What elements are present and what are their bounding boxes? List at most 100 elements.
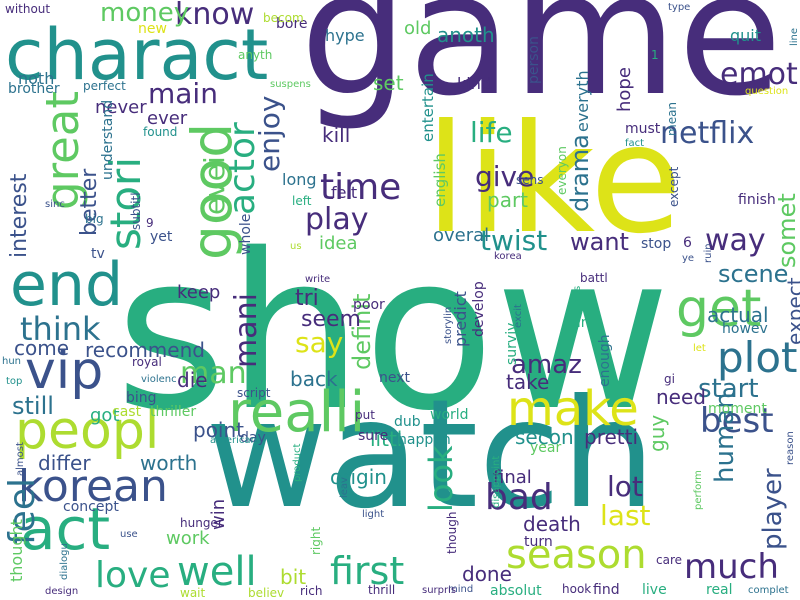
word-stop: stop	[641, 236, 672, 252]
word-disappoint: disappoint	[491, 455, 502, 508]
word-felt: felt	[331, 183, 358, 202]
word-love: love	[95, 555, 171, 596]
word-royal: royal	[132, 355, 162, 369]
word-enjoy: enjoy	[253, 95, 286, 172]
word-play: play	[305, 202, 369, 237]
word-littl: littl	[370, 427, 403, 451]
word-believ: believ	[248, 586, 285, 600]
word-right: right	[309, 526, 323, 555]
word-perform: perform	[693, 470, 704, 510]
word-person: person	[526, 36, 542, 84]
word-hype: hype	[325, 26, 365, 45]
word-origin: origin	[330, 465, 387, 489]
word-almost: almost	[15, 442, 26, 476]
word-cast: cast	[112, 404, 142, 420]
word-expect: expect	[783, 277, 800, 345]
word-netflix: netflix	[660, 116, 755, 151]
word-vip: vip	[25, 341, 104, 401]
word-enough: enough	[597, 334, 613, 387]
word-sinc: sinc	[45, 199, 65, 210]
word-find: find	[593, 582, 620, 598]
word-second: second	[515, 425, 587, 449]
word-line: line	[789, 27, 800, 46]
word-back: back	[290, 367, 338, 391]
word-thriller: thriller	[150, 404, 197, 420]
word-main: main	[148, 77, 218, 110]
word-bad: bad	[485, 477, 553, 518]
word-work: work	[166, 528, 210, 549]
word-moment: moment	[708, 401, 767, 417]
word-want: want	[570, 228, 629, 256]
word-happen: happen	[398, 432, 451, 448]
word-howev: howev	[722, 321, 768, 337]
word-come: come	[14, 336, 70, 360]
word-found: found	[143, 125, 178, 139]
word-predict: predict	[451, 291, 470, 347]
word-write: write	[305, 274, 331, 285]
word-entertain: entertain	[419, 73, 437, 142]
word-everyon: everyon	[555, 146, 569, 195]
word-american: american	[210, 435, 257, 446]
word-tri: tri	[295, 286, 319, 311]
word-charact: charact	[5, 14, 269, 96]
word-poor: poor	[353, 297, 385, 313]
word-amaz: amaz	[511, 350, 582, 380]
word-first: first	[330, 549, 405, 593]
word-9: 9	[146, 216, 154, 230]
word-peopl: peopl	[15, 401, 160, 461]
word-gi: gi	[664, 372, 675, 386]
word-sens: sens	[516, 173, 544, 187]
word-question: question	[745, 86, 789, 97]
word-hunger: hunger	[180, 516, 223, 530]
word-without: without	[5, 2, 51, 16]
word-show: show	[115, 207, 671, 458]
word-battl: battl	[580, 271, 608, 285]
word-new: new	[138, 21, 167, 37]
word-never: never	[95, 97, 147, 118]
word-kill: kill	[322, 123, 351, 147]
word-except: except	[667, 166, 681, 207]
word-watch: watch	[205, 368, 656, 542]
word-take: take	[506, 370, 550, 394]
word-thrill: thrill	[368, 583, 396, 597]
word-old: old	[404, 18, 432, 39]
word-ye: ye	[682, 253, 695, 264]
word-recommend: recommend	[85, 338, 205, 362]
word-somet: somet	[773, 193, 800, 268]
word-tv: tv	[91, 246, 105, 262]
word-money: money	[100, 0, 190, 28]
word-keep: keep	[177, 282, 221, 303]
word-set: set	[373, 71, 404, 95]
word-say: say	[295, 326, 344, 359]
word-brother: brother	[8, 81, 60, 97]
word-year: year	[530, 440, 562, 456]
word-wait: wait	[180, 586, 206, 600]
word-hope: hope	[614, 67, 635, 112]
word-6: 6	[683, 235, 692, 251]
word-end: end	[10, 250, 124, 320]
word-suspens: suspens	[270, 79, 311, 90]
word-bing: bing	[126, 390, 157, 406]
word-die: die	[177, 368, 208, 392]
word-bore: bore	[276, 16, 308, 32]
word-like: like	[425, 93, 683, 267]
word-man: man	[180, 356, 247, 391]
word-dub: dub	[394, 414, 421, 430]
word-whole: whole	[238, 213, 254, 255]
word-think: think	[20, 310, 101, 348]
word-understand: understand	[100, 99, 116, 180]
word-fun: fun	[567, 315, 590, 331]
word-us: us	[290, 241, 302, 252]
word-korean: korean	[18, 461, 168, 512]
word-use: use	[120, 529, 138, 540]
word-fact: fact	[625, 138, 645, 149]
word-time: time	[320, 167, 402, 208]
word-next: next	[379, 370, 411, 386]
word-idea: idea	[319, 233, 358, 254]
word-bit: bit	[280, 565, 307, 589]
word-put: put	[355, 408, 375, 422]
word-big: big	[85, 212, 104, 226]
word-guy: guy	[645, 414, 669, 452]
word-care: care	[656, 553, 683, 567]
word-done: done	[462, 562, 512, 586]
